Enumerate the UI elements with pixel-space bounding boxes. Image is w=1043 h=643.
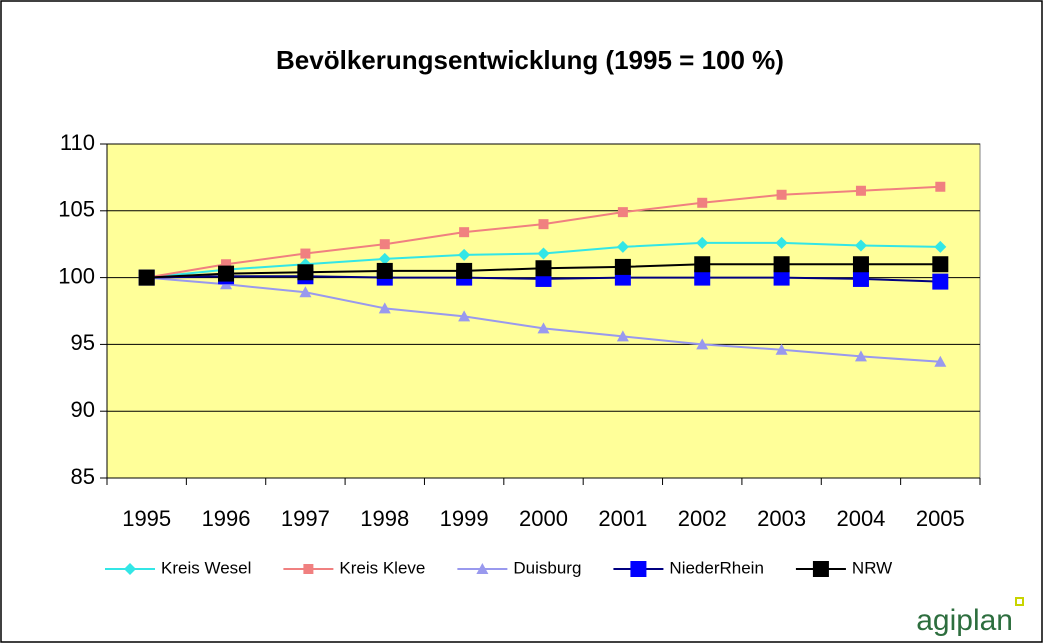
data-point — [855, 185, 866, 196]
data-point — [932, 256, 949, 273]
legend-label: Duisburg — [513, 558, 581, 577]
x-tick-label: 1995 — [122, 506, 171, 531]
data-point — [775, 343, 788, 355]
data-point — [935, 181, 946, 192]
chart-title: Bevölkerungsentwicklung (1995 = 100 %) — [276, 45, 784, 75]
legend-label: Kreis Kleve — [339, 558, 425, 577]
data-point — [218, 265, 235, 282]
plot-area — [106, 143, 981, 479]
data-point — [934, 240, 947, 253]
data-point — [616, 330, 629, 342]
data-point — [535, 260, 552, 277]
data-point — [458, 248, 471, 261]
data-point — [696, 236, 709, 249]
data-point — [221, 259, 232, 270]
data-point — [932, 273, 949, 290]
x-tick-label: 2000 — [519, 506, 568, 531]
data-point — [379, 239, 390, 250]
x-tick-label: 2004 — [836, 506, 885, 531]
data-point — [773, 269, 790, 286]
data-point — [852, 256, 869, 273]
legend-label: NRW — [852, 558, 892, 577]
data-point — [934, 355, 947, 367]
x-tick-label: 1998 — [360, 506, 409, 531]
legend-marker — [476, 563, 489, 574]
data-point — [694, 269, 711, 286]
data-point — [852, 270, 869, 287]
data-point — [775, 236, 788, 249]
data-point — [854, 239, 867, 252]
data-point — [378, 302, 391, 314]
data-point — [617, 207, 628, 218]
y-tick-label: 95 — [71, 330, 95, 355]
x-tick-label: 2003 — [757, 506, 806, 531]
legend-marker — [303, 564, 314, 574]
x-tick-label: 1996 — [202, 506, 251, 531]
data-point — [537, 322, 550, 334]
y-tick-label: 90 — [71, 397, 95, 422]
data-point — [378, 252, 391, 265]
x-tick-label: 2001 — [598, 506, 647, 531]
data-point — [694, 256, 711, 273]
data-point — [376, 262, 393, 279]
legend-label: NiederRhein — [669, 558, 764, 577]
data-point — [616, 240, 629, 253]
y-tick-label: 110 — [60, 130, 95, 155]
data-point — [854, 350, 867, 362]
data-point — [297, 264, 314, 281]
data-point — [299, 286, 312, 298]
legend-marker — [124, 563, 136, 575]
y-tick-label: 85 — [71, 464, 95, 489]
legend-marker — [812, 561, 829, 577]
legend-marker — [630, 561, 647, 577]
y-tick-label: 100 — [58, 263, 95, 288]
data-point — [459, 227, 470, 238]
logo: agiplan — [916, 604, 1013, 637]
logo-mark — [1015, 597, 1024, 606]
x-tick-label: 1997 — [281, 506, 330, 531]
y-tick-label: 105 — [58, 197, 95, 222]
data-point — [538, 219, 549, 230]
data-point — [458, 310, 471, 322]
data-point — [138, 269, 155, 286]
data-point — [300, 248, 311, 259]
x-tick-label: 2005 — [916, 506, 965, 531]
legend-label: Kreis Wesel — [161, 558, 251, 577]
data-point — [697, 197, 708, 208]
data-point — [614, 258, 631, 275]
data-point — [537, 247, 550, 260]
data-point — [456, 262, 473, 279]
x-tick-label: 2002 — [678, 506, 727, 531]
x-tick-label: 1999 — [440, 506, 489, 531]
data-point — [696, 338, 709, 350]
data-point — [776, 189, 787, 200]
data-point — [773, 256, 790, 273]
